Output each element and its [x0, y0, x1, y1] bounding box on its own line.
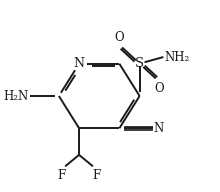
Text: N: N [73, 57, 84, 70]
Text: F: F [93, 169, 101, 182]
Text: NH₂: NH₂ [164, 50, 190, 64]
Text: N: N [154, 122, 164, 135]
Text: F: F [57, 169, 66, 182]
Text: O: O [114, 31, 124, 44]
Text: S: S [135, 57, 144, 70]
Text: O: O [155, 82, 165, 95]
Text: H₂N: H₂N [4, 89, 29, 103]
